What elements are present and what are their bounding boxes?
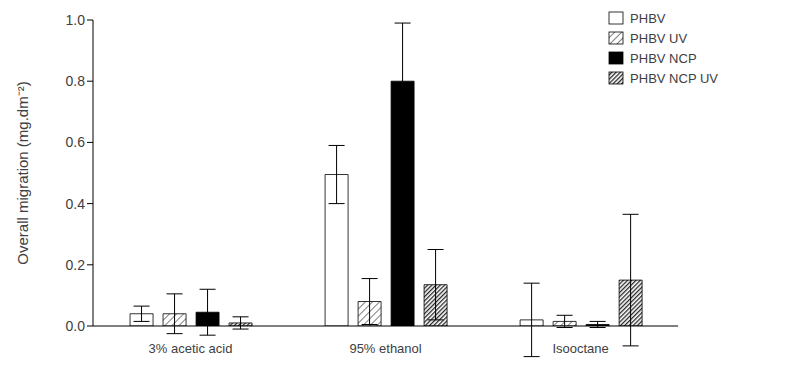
svg-text:0.4: 0.4 bbox=[66, 196, 86, 212]
html-text:PHBV UV: PHBV UV bbox=[630, 30, 688, 46]
svg-text:95% ethanol: 95% ethanol bbox=[349, 341, 421, 356]
svg-text:Overall migration (mg.dm⁻²): Overall migration (mg.dm⁻²) bbox=[14, 81, 31, 264]
svg-text:0.0: 0.0 bbox=[66, 318, 86, 334]
html-text:PHBV: PHBV bbox=[630, 10, 666, 26]
svg-text:0.8: 0.8 bbox=[66, 73, 86, 89]
svg-text:1.0: 1.0 bbox=[66, 12, 86, 28]
svg-text:3% acetic acid: 3% acetic acid bbox=[149, 341, 233, 356]
svg-text:Isooctane: Isooctane bbox=[552, 341, 608, 356]
svg-text:0.2: 0.2 bbox=[66, 257, 86, 273]
html-text:PHBV NCP: PHBV NCP bbox=[630, 50, 697, 66]
html-text:PHBV NCP UV: PHBV NCP UV bbox=[630, 70, 718, 86]
svg-text:0.6: 0.6 bbox=[66, 134, 86, 150]
